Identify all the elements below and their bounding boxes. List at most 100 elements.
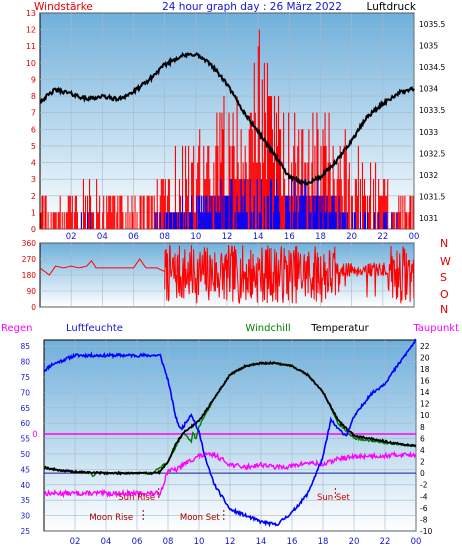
wind-y-tick-label: 0 <box>31 225 36 234</box>
temperature-x-tick-label: 18 <box>318 537 329 547</box>
wind-y-tick-label: 8 <box>31 92 36 101</box>
temperature-x-tick-label: 14 <box>256 537 267 547</box>
pressure-y-tick-label: 1035.5 <box>419 20 445 29</box>
temperature-y-tick-label: 12 <box>420 400 430 409</box>
regen-zero-label: 0 <box>32 430 37 440</box>
pressure-y-tick-label: 1033.5 <box>419 106 445 115</box>
humidity-y-tick-label: 60 <box>20 419 30 428</box>
wind-y-tick-label: 7 <box>31 109 36 118</box>
pressure-axis-title: Luftdruck <box>367 1 417 13</box>
temperatur-legend: Temperatur <box>310 323 369 334</box>
temperature-x-tick-label: 20 <box>349 537 360 547</box>
wind-direction-scatter <box>164 244 415 305</box>
wind-y-tick-label: 6 <box>31 125 36 134</box>
temperature-y-tick-label: 0 <box>420 469 425 478</box>
direction-y-tick-label: 90 <box>26 287 36 296</box>
wind-x-tick-label: 00 <box>409 232 420 242</box>
temperature-x-tick-label: 06 <box>132 537 143 547</box>
temperature-y-tick-labels: -10 -8 -6 -4 -2 0 2 4 6 8 10 12 14 16 18 20 22 <box>420 342 432 536</box>
temperature-y-tick-label: -2 <box>420 481 428 490</box>
wind-x-tick-labels: 02 04 06 08 10 12 14 16 18 20 22 00 <box>66 232 420 242</box>
pressure-y-tick-label: 1034.5 <box>419 63 445 72</box>
wind-y-tick-label: 11 <box>26 42 36 51</box>
compass-label-n-top: N <box>440 237 448 250</box>
pressure-y-tick-label: 1031 <box>419 214 438 223</box>
humidity-y-tick-label: 40 <box>20 481 30 490</box>
wind-x-tick-label: 22 <box>377 232 388 242</box>
sun-set-label: Sun Set <box>317 493 350 503</box>
compass-label-n-bottom: N <box>440 303 448 316</box>
wind-y-tick-label: 3 <box>31 175 36 184</box>
humidity-y-tick-label: 65 <box>20 404 30 413</box>
pressure-y-tick-label: 1035 <box>419 41 438 50</box>
temperature-x-tick-label: 10 <box>194 537 205 547</box>
humidity-y-tick-labels: 25 30 35 40 45 50 55 60 65 70 75 80 85 <box>20 342 30 536</box>
temperature-y-tick-label: 22 <box>420 342 430 351</box>
moon-set-label: Moon Set <box>180 513 220 523</box>
temperature-x-tick-label: 22 <box>380 537 391 547</box>
pressure-y-tick-label: 1033 <box>419 128 438 137</box>
wind-x-tick-label: 04 <box>97 232 108 242</box>
pressure-y-tick-label: 1034 <box>419 85 438 94</box>
luftfeuchte-legend: Luftfeuchte <box>66 323 123 334</box>
temperature-y-tick-label: 16 <box>420 377 430 386</box>
compass-label-o: O <box>440 288 449 301</box>
direction-y-tick-label: 180 <box>22 271 37 280</box>
temperature-y-tick-label: 4 <box>420 446 425 455</box>
temperature-y-tick-label: -10 <box>420 527 432 536</box>
wind-average-bars <box>80 179 398 229</box>
wind-y-tick-label: 2 <box>31 192 36 201</box>
compass-label-s: S <box>440 271 447 284</box>
wind-axis-title: Windstärke <box>34 1 93 13</box>
temperature-x-tick-label: 04 <box>101 537 112 547</box>
wind-x-tick-label: 06 <box>128 232 139 242</box>
direction-y-tick-label: 270 <box>22 255 37 264</box>
wind-y-tick-label: 5 <box>31 142 36 151</box>
compass-label-w: W <box>440 255 451 268</box>
temperature-x-tick-label: 02 <box>70 537 81 547</box>
compass-labels: N W S O N <box>440 237 451 316</box>
taupunkt-legend: Taupunkt <box>412 323 459 334</box>
dewpoint-line <box>43 450 417 499</box>
temperature-y-tick-label: 14 <box>420 388 430 397</box>
temperature-y-tick-label: -6 <box>420 504 428 513</box>
temperature-y-tick-label: 10 <box>420 411 430 420</box>
wind-direction-y-tick-labels: 0 90 180 270 360 <box>22 239 37 312</box>
temperature-humidity-chart: Regen Luftfeuchte Windchill Temperatur T… <box>1 323 459 547</box>
direction-y-tick-label: 360 <box>22 239 37 248</box>
moon-rise-label: Moon Rise <box>89 513 133 523</box>
regen-legend: Regen <box>1 323 33 334</box>
pressure-line <box>39 51 415 186</box>
temperature-x-tick-label: 00 <box>411 537 422 547</box>
humidity-y-tick-label: 80 <box>20 358 30 367</box>
humidity-line <box>43 338 416 528</box>
wind-x-tick-label: 20 <box>346 232 357 242</box>
pressure-y-tick-label: 1032 <box>419 171 438 180</box>
chart-title: 24 hour graph day : 26 März 2022 <box>162 1 342 13</box>
wind-direction-chart: 0 90 180 270 360 N W S O N <box>22 237 451 316</box>
wind-x-tick-label: 02 <box>66 232 77 242</box>
temperature-x-tick-labels: 02 04 06 08 10 12 14 16 18 20 22 00 <box>70 537 422 547</box>
temperature-y-tick-label: 8 <box>420 423 425 432</box>
temperature-x-tick-label: 08 <box>163 537 174 547</box>
direction-y-tick-label: 0 <box>31 303 36 312</box>
wind-y-tick-label: 4 <box>31 159 36 168</box>
humidity-y-tick-label: 25 <box>20 527 30 536</box>
wind-x-tick-label: 10 <box>190 232 201 242</box>
humidity-y-tick-label: 85 <box>20 342 30 351</box>
wind-y-tick-label: 1 <box>31 208 36 217</box>
pressure-y-tick-labels: 1031 1031.5 1032 1032.5 1033 1033.5 1034 1034.5… <box>419 20 445 223</box>
wind-x-tick-label: 12 <box>222 232 233 242</box>
temperature-y-tick-label: 6 <box>420 434 425 443</box>
wind-y-tick-label: 9 <box>31 75 36 84</box>
temperature-y-tick-label: -4 <box>420 492 428 501</box>
humidity-y-tick-label: 70 <box>20 388 30 397</box>
humidity-y-tick-label: 35 <box>20 496 30 505</box>
humidity-y-tick-label: 55 <box>20 435 30 444</box>
temperature-y-tick-label: 20 <box>420 353 430 362</box>
wind-direction-line <box>39 258 165 276</box>
temperature-x-tick-label: 12 <box>225 537 236 547</box>
wind-y-tick-label: 13 <box>26 9 36 18</box>
